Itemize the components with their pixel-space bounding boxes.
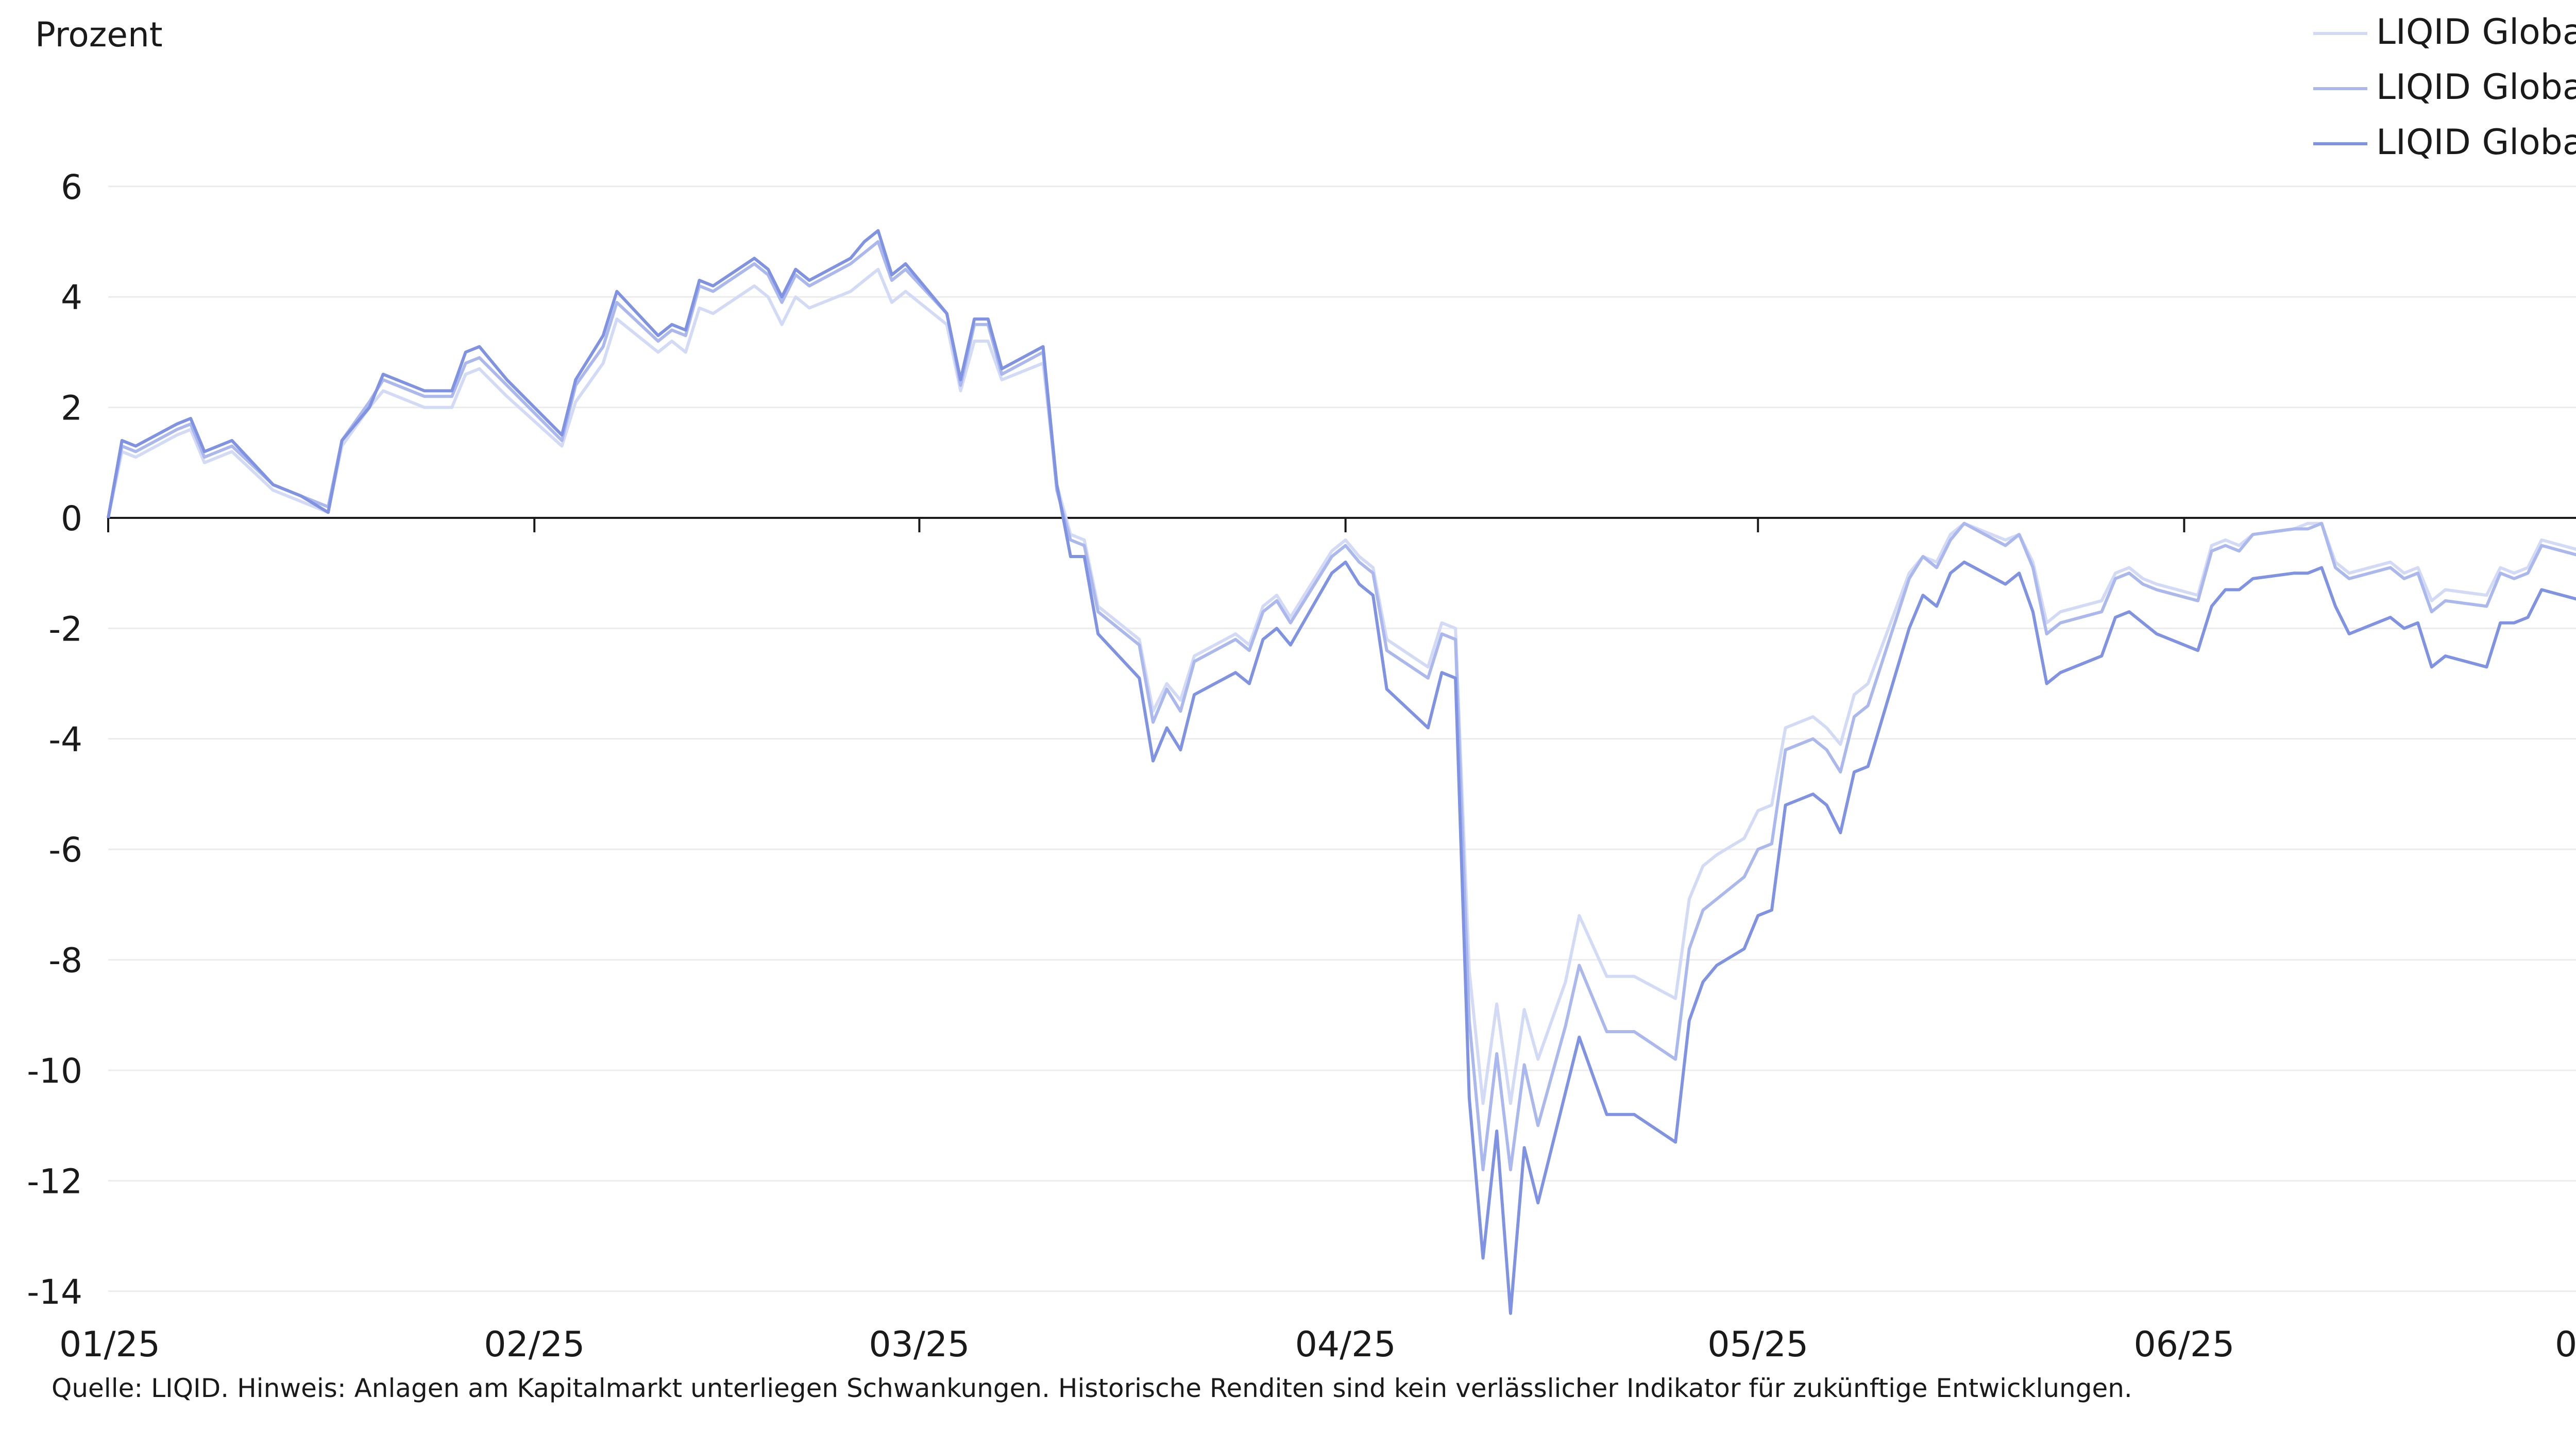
legend: LIQID Global 70 LIQID Global 80 LIQID Glob…: [2313, 12, 2576, 163]
y-tick-label: -4: [48, 720, 82, 760]
x-tick-label: 06/25: [2133, 1324, 2234, 1365]
y-tick-label: -12: [27, 1161, 82, 1201]
x-axis: 01/25 02/25 03/25 04/25 05/25 06/25 07/25: [59, 518, 2576, 1365]
series-line-1: [107, 267, 2576, 1105]
y-tick-label: 0: [61, 499, 82, 538]
x-tick-label: 04/25: [1295, 1324, 1396, 1365]
x-tick-label: 01/25: [59, 1324, 160, 1365]
legend-label: LIQID Global 90: [2376, 122, 2576, 163]
x-tick-label: 07/25: [2555, 1324, 2576, 1365]
gridlines: [108, 186, 2576, 1292]
y-tick-label: -14: [27, 1272, 82, 1312]
y-tick-label: -10: [27, 1051, 82, 1091]
y-tick-label: 6: [61, 167, 82, 207]
series-lines: [107, 229, 2576, 1315]
legend-label: LIQID Global 80: [2376, 67, 2576, 108]
x-tick-label: 02/25: [484, 1324, 585, 1365]
y-axis-title: Prozent: [35, 15, 163, 55]
source-footnote: Quelle: LIQID. Hinweis: Anlagen am Kapit…: [52, 1373, 2132, 1403]
x-tick-label: 05/25: [1707, 1324, 1808, 1365]
y-tick-label: -8: [48, 941, 82, 981]
y-tick-label: -2: [48, 609, 82, 649]
series-line-3: [107, 229, 2576, 1315]
y-tick-label: -6: [48, 830, 82, 870]
x-tick-label: 03/25: [869, 1324, 970, 1365]
y-axis: 6 4 2 0 -2 -4 -6 -8 -10 -12 -14: [27, 167, 82, 1312]
y-tick-label: 2: [61, 389, 82, 428]
y-tick-label: 4: [61, 278, 82, 317]
legend-label: LIQID Global 70: [2376, 12, 2576, 53]
series-line-2: [107, 240, 2576, 1171]
